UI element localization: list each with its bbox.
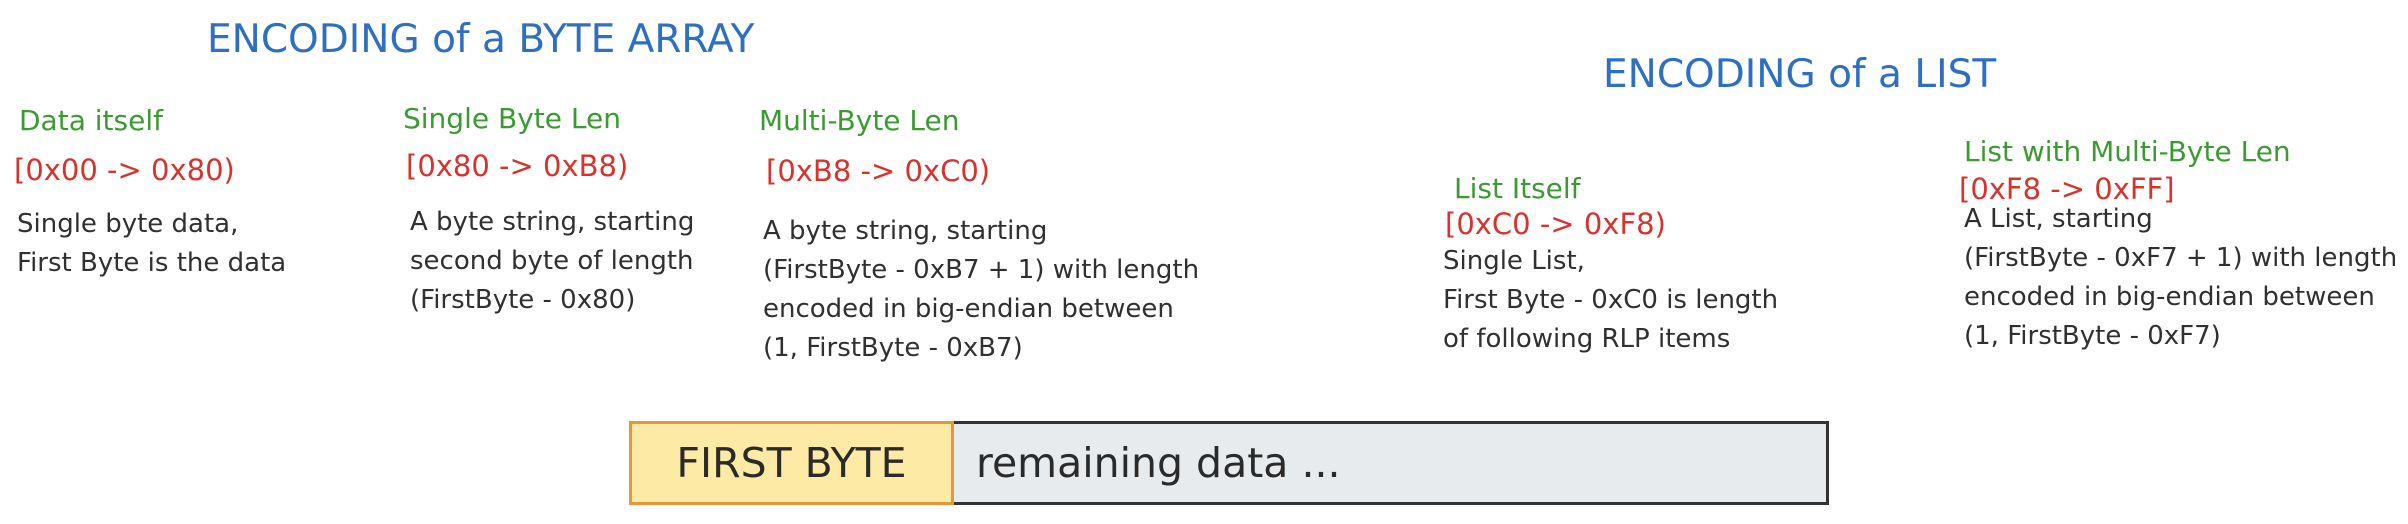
section-title-list-multi-byte-len: List with Multi-Byte Len xyxy=(1964,135,2291,168)
description-line: Single List, xyxy=(1443,246,1585,276)
section-description-list-multi-byte-len: A List, starting (FirstByte - 0xF7 + 1) … xyxy=(1964,200,2397,356)
description-line: (FirstByte - 0x80) xyxy=(410,285,636,315)
description-line: second byte of length xyxy=(410,246,694,276)
description-line: Single byte data, xyxy=(17,209,239,239)
section-description-list-itself: Single List, First Byte - 0xC0 is length… xyxy=(1443,242,1778,359)
list-heading: ENCODING of a LIST xyxy=(1603,52,1997,97)
first-byte-box: FIRST BYTE xyxy=(629,421,954,505)
section-description-multi-byte-len: A byte string, starting (FirstByte - 0xB… xyxy=(763,212,1199,368)
section-range-list-itself: [0xC0 -> 0xF8) xyxy=(1445,207,1666,241)
section-title-list-itself: List Itself xyxy=(1454,172,1581,205)
remaining-data-label: remaining data ... xyxy=(976,439,1341,487)
section-title-data-itself: Data itself xyxy=(19,104,163,137)
section-description-data-itself: Single byte data, First Byte is the data xyxy=(17,205,286,283)
section-range-multi-byte-len: [0xB8 -> 0xC0) xyxy=(766,154,991,188)
byte-layout-bar: FIRST BYTE remaining data ... xyxy=(629,421,1829,505)
description-line: A byte string, starting xyxy=(763,216,1048,246)
section-range-data-itself: [0x00 -> 0x80) xyxy=(14,153,235,187)
section-title-single-byte-len: Single Byte Len xyxy=(403,102,621,135)
section-title-multi-byte-len: Multi-Byte Len xyxy=(759,104,960,137)
description-line: (FirstByte - 0xF7 + 1) with length xyxy=(1964,243,2398,273)
description-line: First Byte - 0xC0 is length xyxy=(1443,285,1779,315)
description-line: (1, FirstByte - 0xF7) xyxy=(1964,321,2221,351)
section-range-list-multi-byte-len: [0xF8 -> 0xFF] xyxy=(1959,172,2175,206)
description-line: encoded in big-endian between xyxy=(763,294,1174,324)
description-line: A List, starting xyxy=(1964,204,2153,234)
section-description-single-byte-len: A byte string, starting second byte of l… xyxy=(410,203,694,320)
section-range-single-byte-len: [0x80 -> 0xB8) xyxy=(406,149,629,183)
description-line: encoded in big-endian between xyxy=(1964,282,2375,312)
description-line: of following RLP items xyxy=(1443,324,1731,354)
remaining-data-box: remaining data ... xyxy=(954,421,1829,505)
description-line: A byte string, starting xyxy=(410,207,695,237)
description-line: (FirstByte - 0xB7 + 1) with length xyxy=(763,255,1200,285)
description-line: (1, FirstByte - 0xB7) xyxy=(763,333,1023,363)
byte-array-heading: ENCODING of a BYTE ARRAY xyxy=(207,17,755,62)
first-byte-label: FIRST BYTE xyxy=(676,439,907,487)
description-line: First Byte is the data xyxy=(17,248,287,278)
